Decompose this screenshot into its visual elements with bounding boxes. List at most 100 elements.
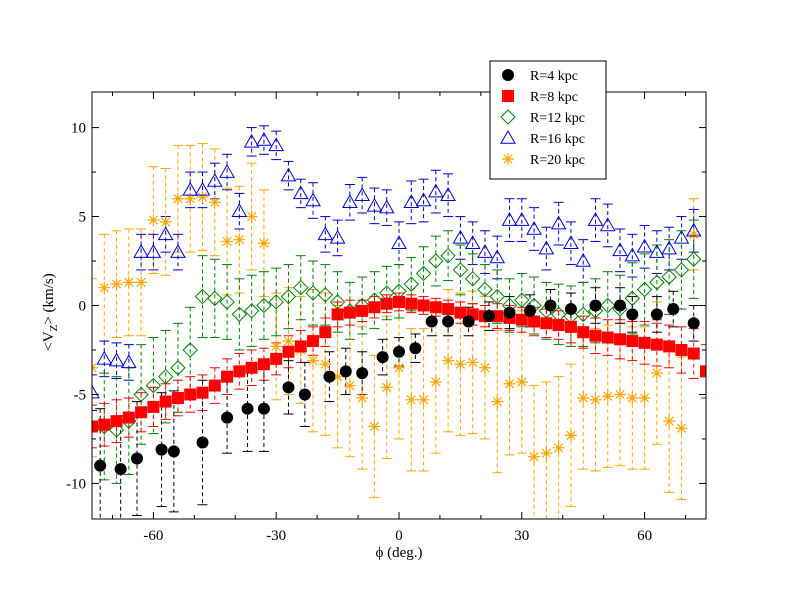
point-r-16-kpc [317, 226, 334, 241]
errorbar-r-16-kpc [602, 203, 613, 248]
errorbar-r-8-kpc [123, 397, 134, 438]
errorbar-r-16-kpc [308, 182, 319, 219]
point-r-16-kpc [157, 226, 174, 241]
point-r-20-kpc [270, 340, 283, 353]
errorbar-r-12-kpc [234, 278, 245, 351]
y-tick-label: 0 [79, 299, 87, 315]
errorbar-r-16-kpc [258, 125, 269, 155]
point-r-20-kpc [454, 358, 467, 371]
point-r-16-kpc [354, 187, 371, 201]
point-r-20-kpc [564, 429, 577, 442]
point-r-4-kpc [356, 367, 369, 380]
point-r-16-kpc [550, 215, 567, 230]
point-r-8-kpc [552, 319, 565, 332]
point-r-12-kpc [624, 290, 641, 307]
point-r-16-kpc [661, 240, 678, 255]
point-r-4-kpc [221, 411, 234, 424]
point-r-8-kpc [331, 308, 344, 321]
errorbar-r-16-kpc [123, 344, 134, 381]
point-r-4-kpc [564, 303, 577, 316]
errorbar-r-16-kpc [529, 207, 540, 251]
point-r-4-kpc [282, 381, 295, 394]
point-r-8-kpc [626, 335, 639, 348]
point-r-20-kpc [393, 361, 405, 374]
point-r-20-kpc [368, 420, 381, 433]
point-r-16-kpc [231, 203, 248, 217]
point-r-16-kpc [649, 244, 665, 258]
point-r-4-kpc [503, 306, 516, 319]
point-r-16-kpc [501, 212, 518, 226]
point-r-20-kpc [159, 215, 172, 228]
point-r-16-kpc [219, 164, 235, 178]
errorbar-r-16-kpc [295, 178, 306, 209]
point-r-20-kpc [196, 190, 209, 203]
point-r-4-kpc [114, 463, 127, 476]
point-r-8-kpc [233, 365, 246, 378]
point-r-16-kpc [427, 183, 444, 198]
errorbar-r-20-kpc [148, 166, 159, 274]
point-r-4-kpc [667, 303, 680, 316]
errorbar-r-16-kpc [504, 198, 515, 242]
point-r-16-kpc [145, 244, 162, 258]
point-r-8-kpc [343, 306, 356, 319]
point-r-8-kpc [564, 320, 577, 333]
point-r-12-kpc [170, 360, 186, 376]
y-tick-label: -10 [66, 476, 86, 492]
point-r-4-kpc [155, 443, 168, 456]
point-r-12-kpc [489, 288, 505, 305]
point-r-8-kpc [540, 317, 553, 330]
errorbar-r-16-kpc [136, 233, 147, 271]
point-r-20-kpc [147, 214, 160, 227]
point-r-16-kpc [587, 212, 604, 226]
point-r-8-kpc [319, 326, 332, 339]
point-r-8-kpc [92, 420, 98, 433]
x-tick-label: 0 [395, 528, 403, 544]
point-r-4-kpc [483, 310, 496, 323]
point-r-8-kpc [171, 392, 184, 405]
x-tick-label: -30 [266, 528, 286, 544]
errorbar-r-16-kpc [172, 233, 183, 271]
point-r-8-kpc [687, 347, 700, 360]
point-r-8-kpc [614, 333, 627, 346]
point-r-16-kpc [636, 238, 653, 253]
point-r-16-kpc [268, 137, 285, 152]
errorbar-r-12-kpc [172, 322, 183, 413]
errorbar-r-20-kpc [92, 278, 97, 458]
point-r-8-kpc [282, 345, 295, 358]
legend-label-r-16-kpc: R=16 kpc [530, 132, 585, 147]
legend-item-r-20-kpc: R=20 kpc [502, 153, 585, 168]
errorbar-r-16-kpc [615, 228, 626, 273]
errorbar-r-16-kpc [234, 192, 245, 230]
point-r-20-kpc [208, 196, 221, 209]
errorbar-r-4-kpc [283, 360, 294, 415]
point-r-16-kpc [599, 217, 616, 232]
point-r-20-kpc [221, 235, 234, 248]
errorbar-r-16-kpc [418, 178, 429, 223]
point-r-12-kpc [452, 262, 469, 278]
point-r-8-kpc [356, 304, 369, 317]
point-r-16-kpc [120, 354, 137, 369]
point-r-20-kpc [429, 376, 442, 389]
legend-item-r-4-kpc: R=4 kpc [502, 69, 578, 84]
point-r-8-kpc [147, 400, 160, 413]
point-r-16-kpc [477, 244, 493, 258]
errorbar-r-12-kpc [246, 274, 257, 347]
point-r-20-kpc [171, 192, 184, 205]
point-r-20-kpc [663, 415, 676, 428]
point-r-20-kpc [589, 393, 602, 406]
point-r-8-kpc [122, 411, 135, 424]
point-r-20-kpc [110, 278, 123, 291]
point-r-12-kpc [464, 271, 481, 287]
errorbar-r-16-kpc [443, 173, 454, 218]
errorbar-r-20-kpc [136, 228, 147, 337]
point-r-4-kpc [442, 315, 455, 328]
point-r-16-kpc [206, 172, 223, 187]
errorbar-r-16-kpc [222, 153, 233, 191]
legend-label-r-8-kpc: R=8 kpc [530, 90, 578, 105]
point-r-20-kpc [528, 450, 541, 463]
point-r-20-kpc [98, 281, 111, 294]
errorbar-r-12-kpc [99, 372, 110, 481]
legend-marker-r-8-kpc [502, 90, 514, 102]
point-r-4-kpc [339, 365, 352, 378]
